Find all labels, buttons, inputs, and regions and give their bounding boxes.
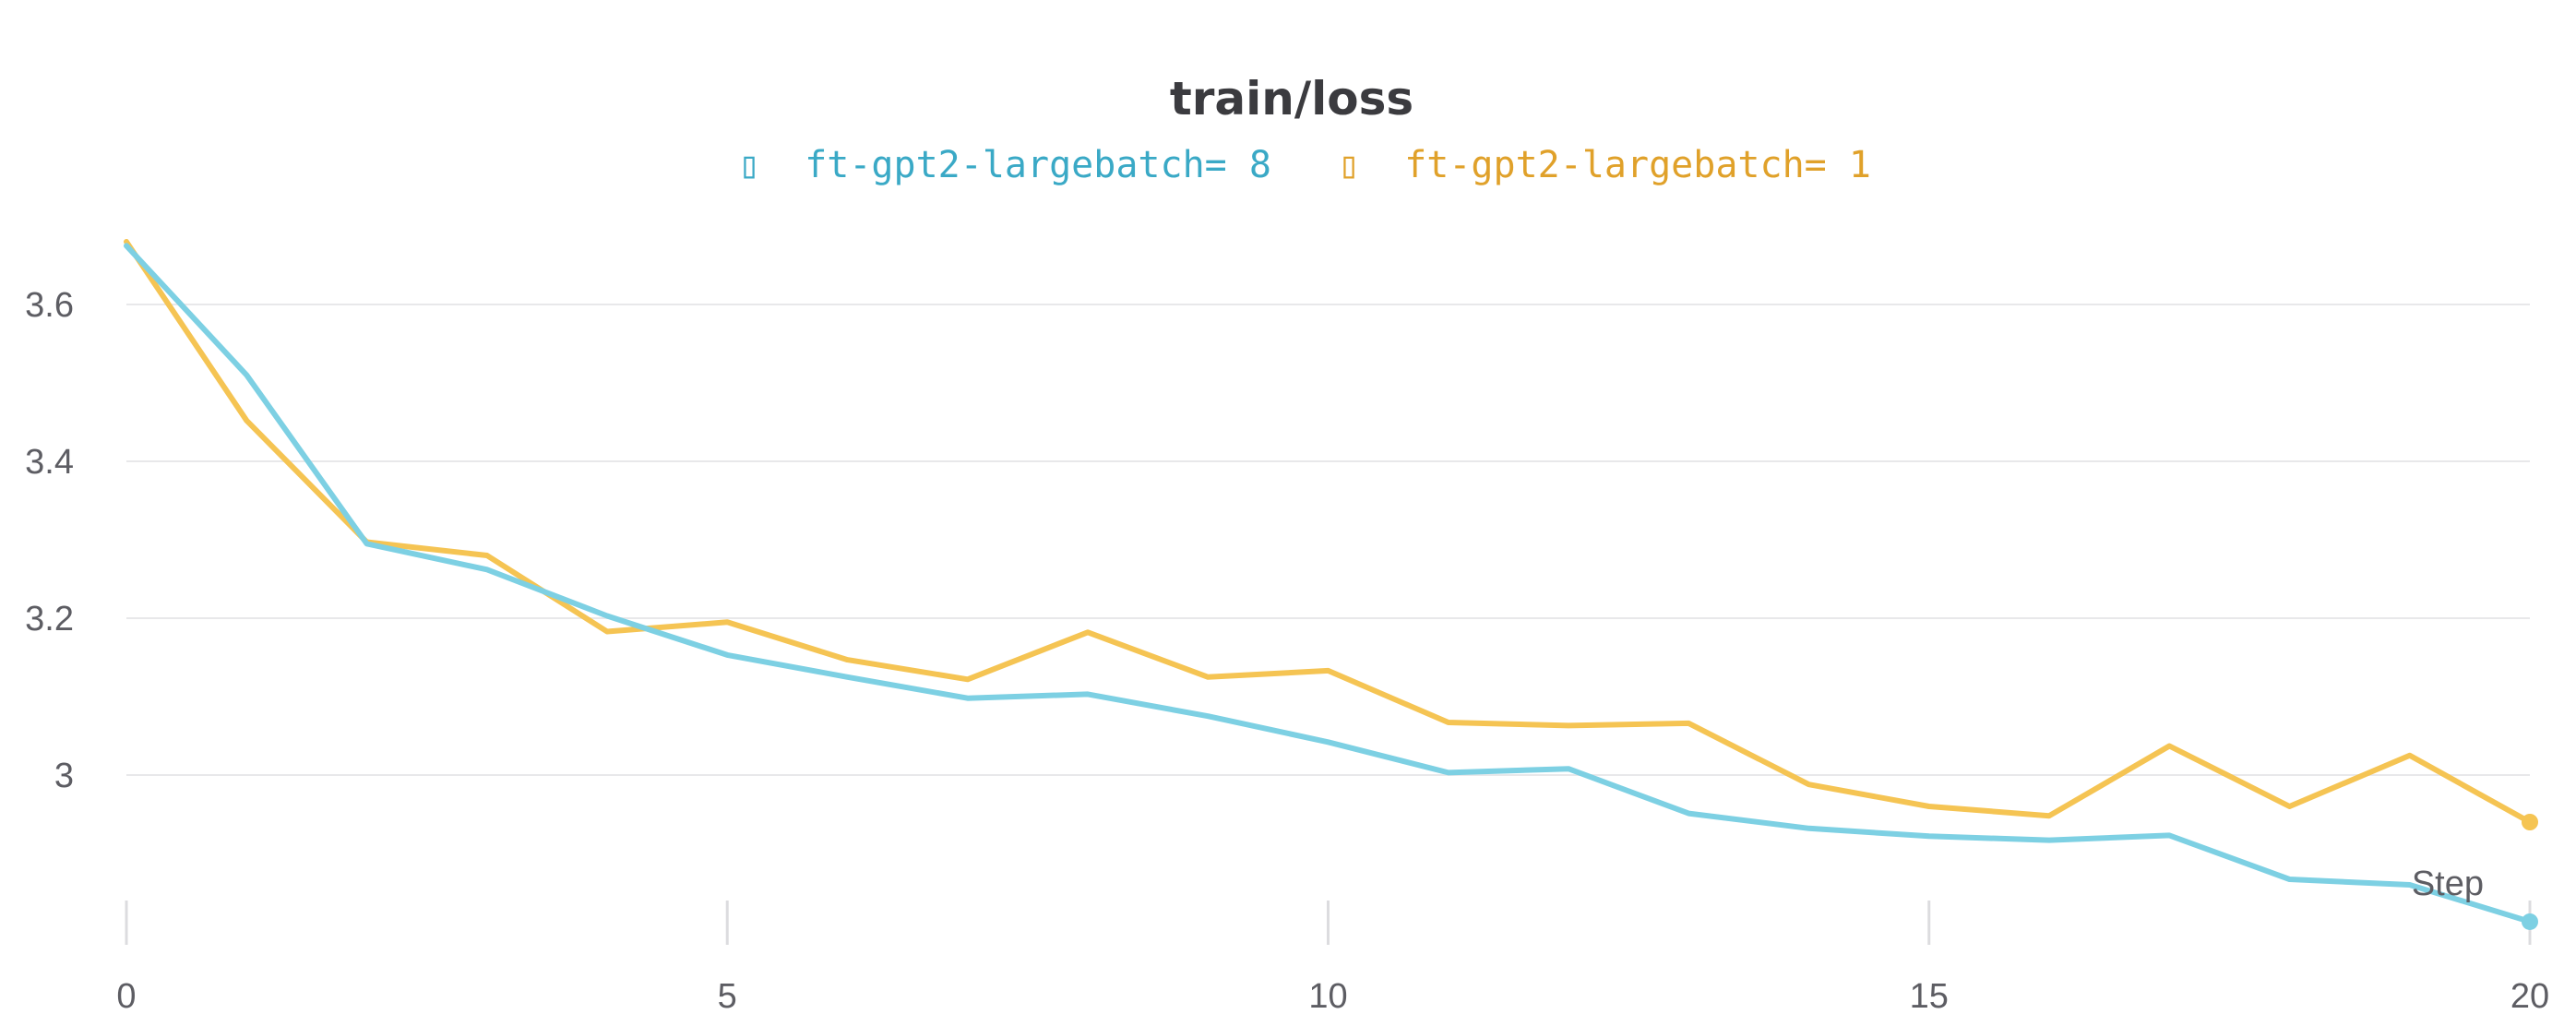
- series-line-1[interactable]: [124, 239, 2533, 825]
- y-tick-label: 3.6: [25, 286, 74, 325]
- series-end-point-1[interactable]: [2522, 814, 2538, 830]
- x-tick-label: 20: [2510, 977, 2549, 1016]
- legend-marker-icon: ▯: [1338, 144, 1360, 186]
- legend-label: ft-gpt2-largebatch= 8: [805, 144, 1271, 186]
- legend-marker-icon: ▯: [738, 144, 760, 186]
- y-tick-label: 3.4: [25, 443, 74, 482]
- y-tick-label: 3.2: [25, 600, 74, 638]
- plot-area: [124, 239, 2538, 930]
- y-axis: 3 3.2 3.4 3.6: [25, 286, 74, 795]
- legend-entry-batch-8[interactable]: ▯ ft-gpt2-largebatch= 8: [738, 144, 1271, 186]
- x-tick-label: 15: [1910, 977, 1949, 1016]
- x-axis: 0 5 10 15 20: [116, 901, 2549, 1016]
- gridlines: [126, 304, 2530, 776]
- y-tick-label: 3: [54, 757, 74, 795]
- series-line-0[interactable]: [124, 243, 2533, 925]
- x-tick-label: 10: [1308, 977, 1347, 1016]
- series-end-point-0[interactable]: [2522, 913, 2538, 930]
- chart-title: train/loss: [1170, 72, 1413, 125]
- x-tick-label: 0: [116, 977, 136, 1016]
- x-axis-label: Step: [2412, 865, 2484, 903]
- legend-entry-batch-1[interactable]: ▯ ft-gpt2-largebatch= 1: [1338, 144, 1871, 186]
- legend: ▯ ft-gpt2-largebatch= 8 ▯ ft-gpt2-largeb…: [738, 144, 1871, 186]
- legend-label: ft-gpt2-largebatch= 1: [1404, 144, 1871, 186]
- x-tick-label: 5: [718, 977, 737, 1016]
